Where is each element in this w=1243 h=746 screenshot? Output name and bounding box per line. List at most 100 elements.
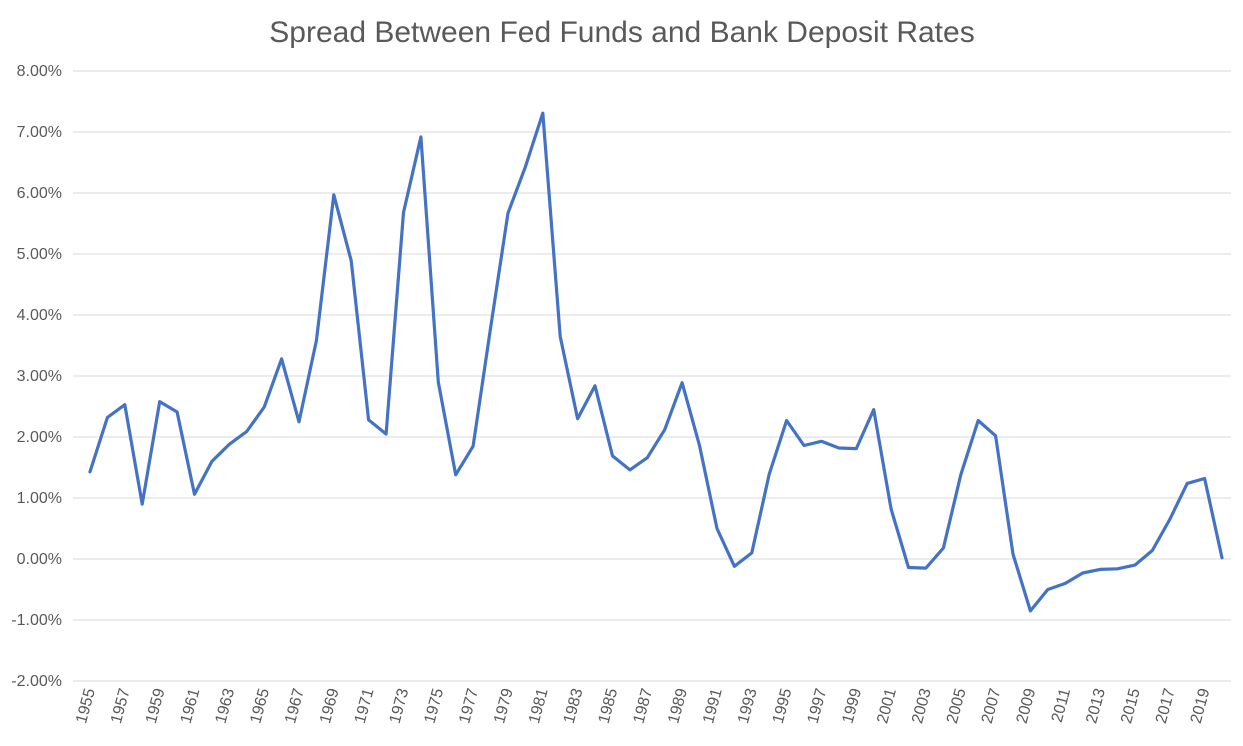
data-point (680, 381, 684, 385)
data-point (628, 468, 632, 472)
x-tick-label: 1965 (247, 687, 273, 726)
y-tick-label: 8.00% (17, 63, 62, 80)
data-point (941, 546, 945, 550)
data-point (732, 564, 736, 568)
data-point (837, 446, 841, 450)
data-point (1150, 548, 1154, 552)
data-point (750, 551, 754, 555)
x-tick-label: 1995 (770, 687, 796, 726)
data-point (506, 211, 510, 215)
data-point (158, 400, 162, 404)
x-tick-label: 1955 (73, 687, 99, 726)
data-point (1098, 567, 1102, 571)
y-tick-label: 7.00% (17, 124, 62, 141)
data-point (663, 428, 667, 432)
data-point (767, 472, 771, 476)
data-point (523, 165, 527, 169)
x-tick-label: 2003 (909, 687, 935, 726)
data-point (1116, 567, 1120, 571)
x-tick-label: 2005 (944, 687, 970, 726)
data-point (436, 380, 440, 384)
x-tick-label: 1999 (840, 687, 866, 726)
data-point (227, 442, 231, 446)
data-point (175, 410, 179, 414)
x-tick-label: 1975 (422, 687, 448, 726)
data-point (297, 420, 301, 424)
data-point (698, 444, 702, 448)
data-point (367, 418, 371, 422)
data-point (419, 135, 423, 139)
x-tick-label: 1961 (178, 687, 204, 726)
data-point (1185, 481, 1189, 485)
data-point (1011, 552, 1015, 556)
data-point (332, 193, 336, 197)
x-tick-label: 2011 (1049, 687, 1074, 725)
data-point (454, 473, 458, 477)
data-point (245, 430, 249, 434)
data-point (1063, 581, 1067, 585)
x-tick-label: 1989 (665, 687, 691, 726)
x-tick-label: 1963 (213, 687, 239, 726)
x-tick-label: 2017 (1153, 687, 1179, 726)
data-point (924, 566, 928, 570)
series-group (88, 111, 1224, 613)
data-point (854, 447, 858, 451)
data-point (210, 459, 214, 463)
data-point (819, 439, 823, 443)
x-tick-label: 1957 (108, 687, 134, 726)
x-tick-label: 1981 (526, 687, 552, 726)
gridlines (73, 70, 1231, 682)
data-point (1203, 476, 1207, 480)
data-point (907, 566, 911, 570)
data-point (1081, 571, 1085, 575)
data-point (471, 444, 475, 448)
data-point (610, 454, 614, 458)
data-point (541, 111, 545, 115)
y-tick-label: 1.00% (17, 490, 62, 507)
data-point (802, 444, 806, 448)
data-point (384, 432, 388, 436)
data-point (889, 507, 893, 511)
x-tick-label: 1991 (700, 687, 726, 726)
y-tick-label: 6.00% (17, 185, 62, 202)
x-tick-label: 2019 (1188, 687, 1214, 726)
x-tick-label: 1983 (561, 687, 587, 726)
data-point (1168, 517, 1172, 521)
x-tick-label: 1979 (491, 687, 517, 726)
chart-title: Spread Between Fed Funds and Bank Deposi… (269, 16, 974, 49)
data-point (645, 456, 649, 460)
data-point (123, 403, 127, 407)
data-point (1046, 588, 1050, 592)
data-point (715, 527, 719, 531)
x-tick-label: 1985 (596, 687, 622, 726)
x-tick-label: 2015 (1118, 687, 1144, 726)
data-point (262, 405, 266, 409)
data-point (105, 415, 109, 419)
y-tick-label: 2.00% (17, 429, 62, 446)
x-tick-label: 2007 (979, 687, 1005, 726)
x-tick-label: 1977 (456, 687, 482, 726)
y-tick-label: -2.00% (11, 673, 62, 690)
data-point (785, 419, 789, 423)
data-point (88, 470, 92, 474)
data-point (349, 259, 353, 263)
data-point (314, 339, 318, 343)
data-point (489, 326, 493, 330)
data-point (872, 408, 876, 412)
y-tick-label: -1.00% (11, 612, 62, 629)
x-tick-label: 1993 (735, 687, 761, 726)
y-tick-label: 5.00% (17, 246, 62, 263)
x-axis-tick-labels: 1955 1957 1959 1961 1963 1965 1967 1969 1971 1973… (73, 687, 1213, 726)
series-line (88, 111, 1224, 613)
x-tick-label: 1969 (317, 687, 343, 726)
x-tick-label: 2009 (1014, 687, 1040, 726)
data-point (140, 502, 144, 506)
x-tick-label: 2013 (1083, 687, 1109, 726)
y-axis-tick-labels: -2.00% -1.00% 0.00% 1.00% 2.00% 3.00% 4.00% 5.0… (11, 63, 62, 690)
data-point (994, 434, 998, 438)
data-point (976, 419, 980, 423)
data-point (192, 492, 196, 496)
x-tick-label: 1987 (631, 687, 657, 726)
y-tick-label: 3.00% (17, 368, 62, 385)
